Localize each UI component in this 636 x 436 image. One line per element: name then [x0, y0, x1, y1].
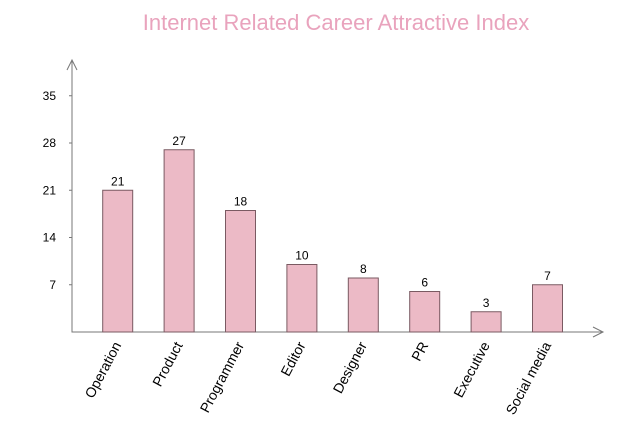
bar — [163, 149, 195, 333]
data-label: 10 — [295, 249, 309, 263]
bar — [470, 311, 502, 333]
x-tick-label: Product — [149, 339, 186, 389]
data-label: 6 — [421, 276, 428, 290]
data-label: 7 — [544, 269, 551, 283]
x-tick-label: Executive — [450, 339, 493, 400]
axes — [71, 60, 603, 333]
bar — [225, 210, 256, 333]
bar — [532, 284, 563, 333]
bar — [409, 291, 441, 333]
y-tick-label: 28 — [43, 136, 57, 150]
y-tick-label: 7 — [49, 278, 56, 292]
bar — [102, 189, 134, 333]
data-label: 8 — [360, 262, 367, 276]
x-tick-label: Editor — [277, 339, 308, 379]
data-label: 27 — [172, 134, 186, 148]
y-arrow — [66, 58, 78, 71]
y-tick-label: 21 — [43, 183, 57, 197]
x-tick-label: Designer — [330, 339, 371, 396]
y-tick-label: 14 — [43, 231, 57, 245]
data-label: 21 — [111, 174, 125, 188]
chart-title: Internet Related Career Attractive Index — [143, 10, 529, 35]
bar — [286, 264, 318, 333]
x-tick-label: Programmer — [196, 339, 247, 415]
x-tick-label: Social media — [502, 339, 554, 417]
x-tick-label: PR — [408, 339, 431, 364]
data-label: 18 — [234, 195, 248, 209]
y-tick-label: 35 — [43, 89, 57, 103]
data-label: 3 — [483, 296, 490, 310]
bar — [347, 277, 379, 333]
x-arrow — [592, 326, 605, 338]
x-tick-label: Operation — [81, 339, 124, 401]
